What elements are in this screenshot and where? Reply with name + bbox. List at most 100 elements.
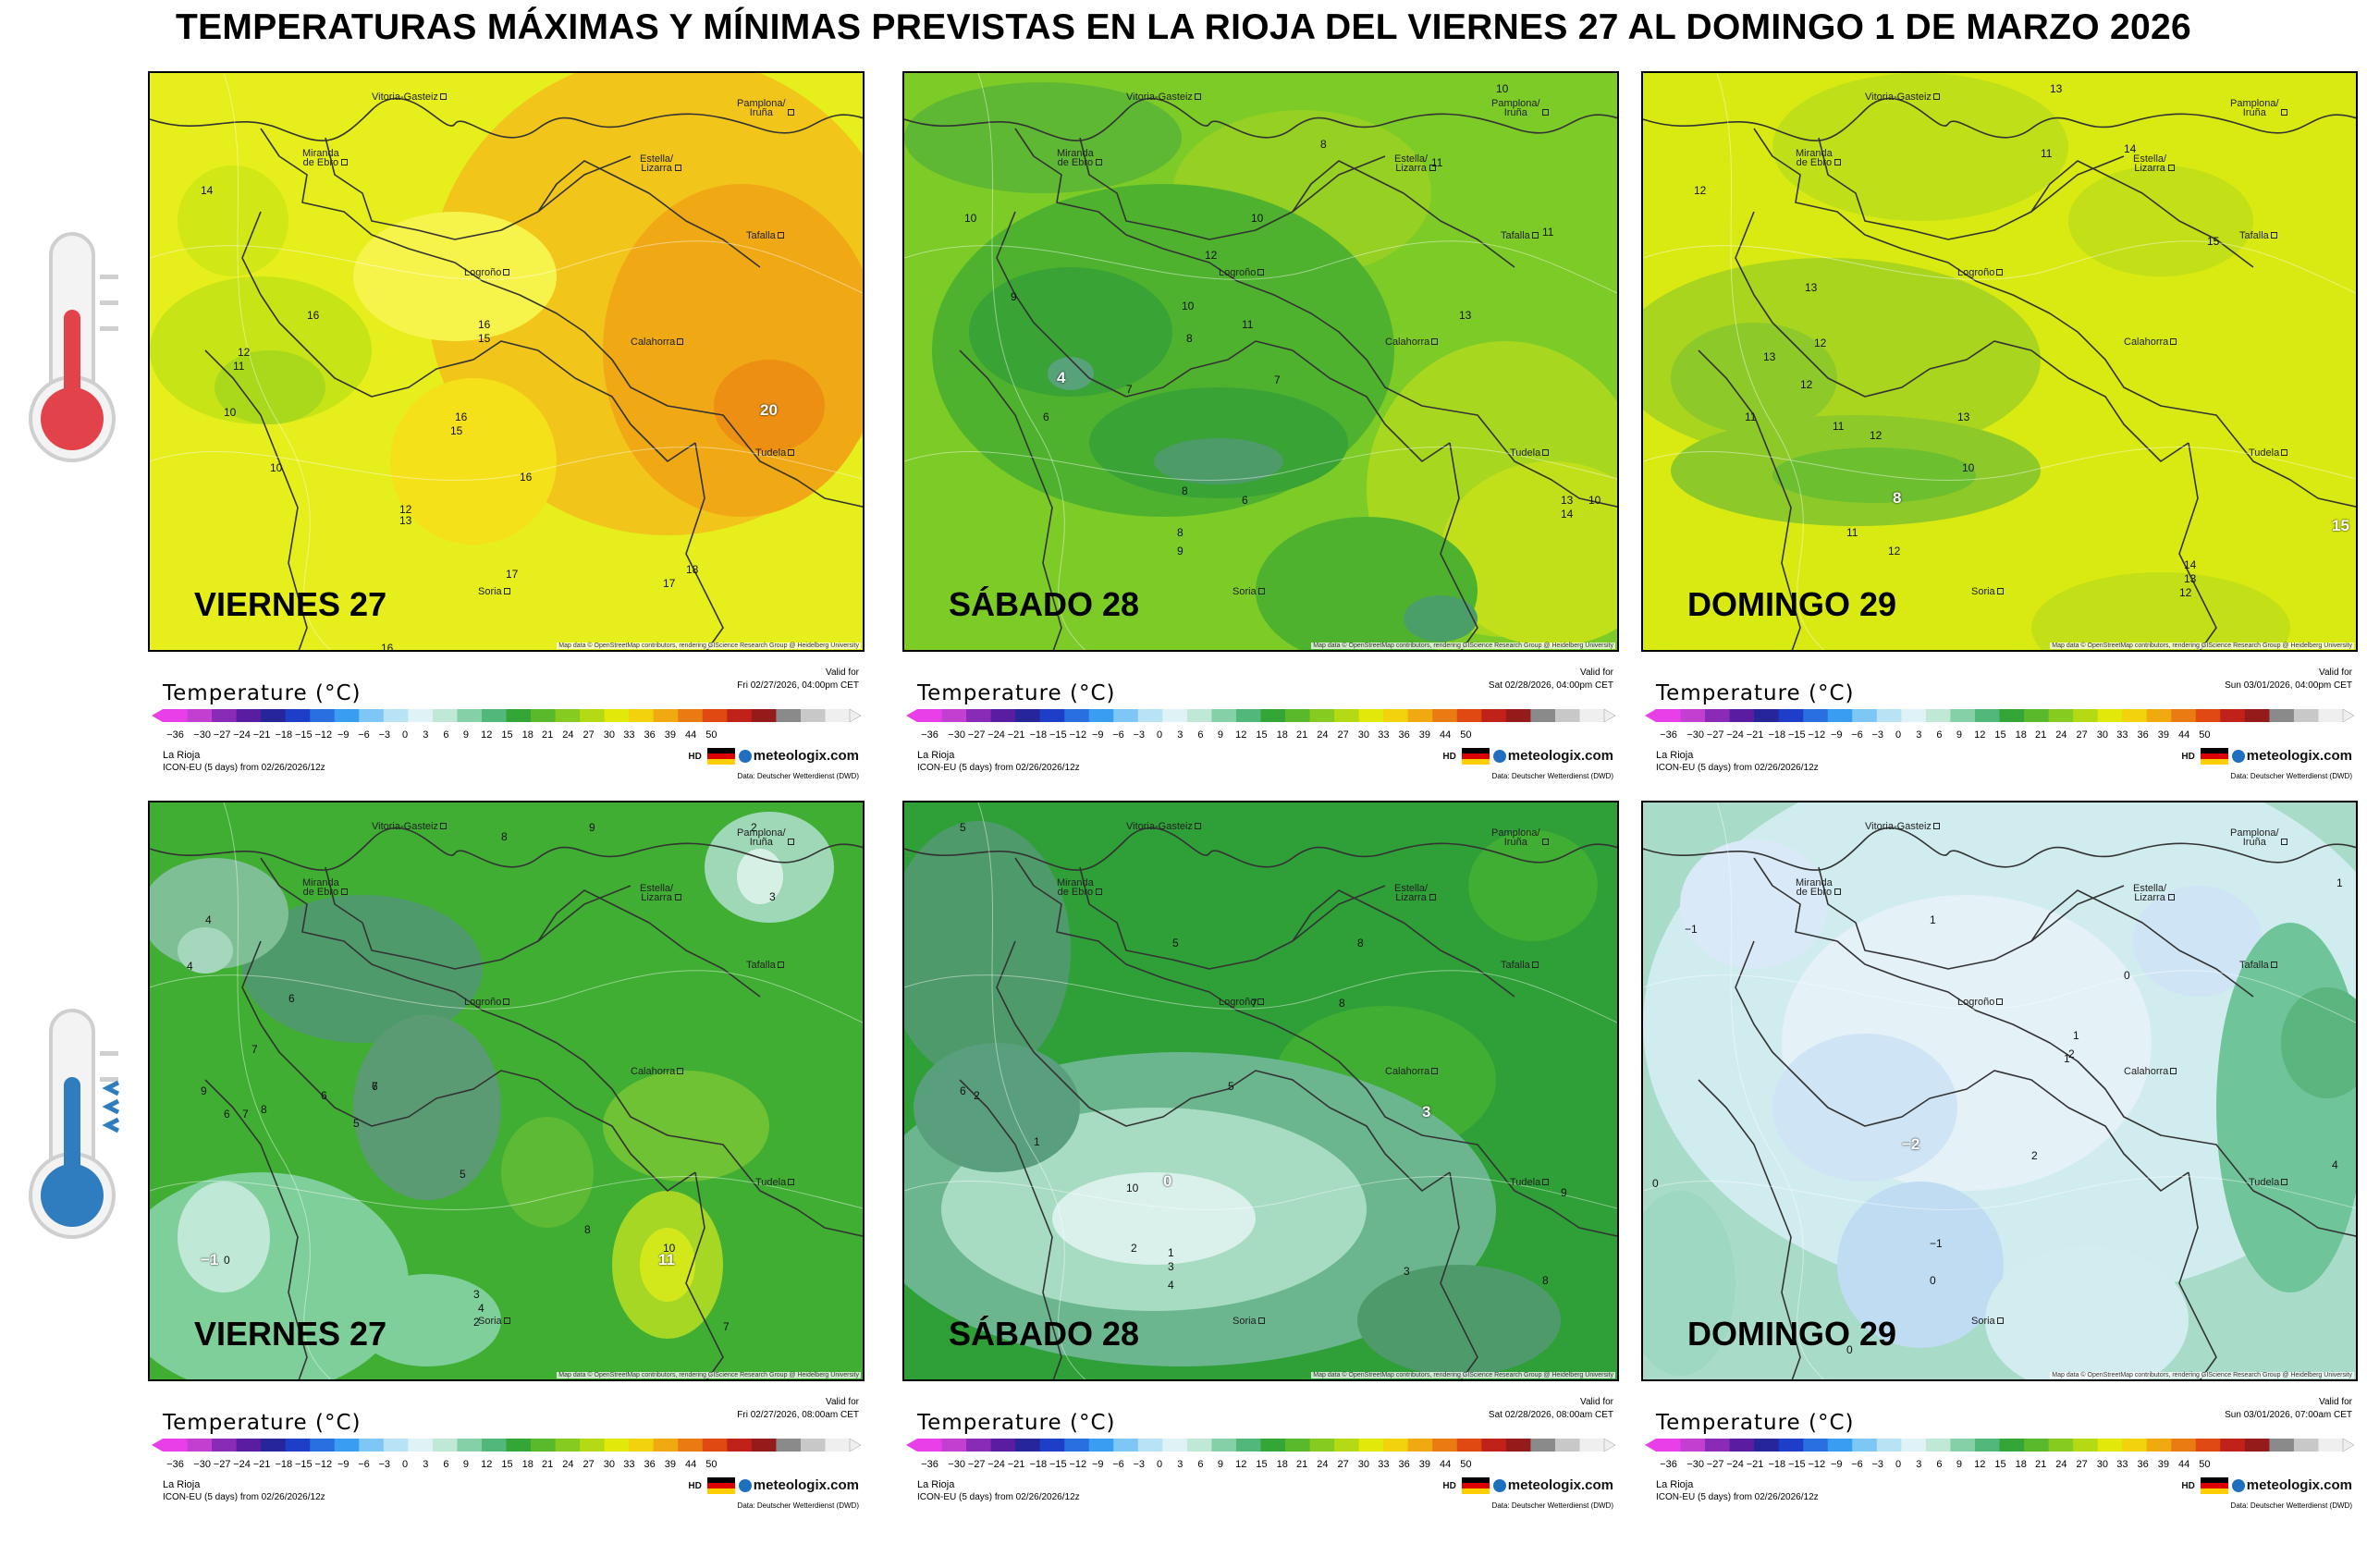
city-name: Tudela	[2249, 447, 2280, 459]
colorbar-tick: −30	[1686, 1459, 1704, 1470]
colorbar-ticks: −36 −30 −27 −24 −21 −18 −15 −12 −9 −6 −3 0 3 6 9 12 15 18…	[906, 1459, 1615, 1472]
temperature-value: 14	[2124, 142, 2137, 155]
meteologix-logo: HD meteologix.com	[1442, 1477, 1613, 1495]
temperature-value: 1	[1168, 1246, 1174, 1259]
meteologix-logo: HD meteologix.com	[2181, 748, 2352, 766]
colorbar-tick: 33	[2116, 1459, 2128, 1470]
colorbar-tick: 30	[2096, 1459, 2109, 1470]
map-background	[1643, 73, 2356, 650]
city-label-estella: Estella/ Lizarra	[640, 153, 682, 174]
city-marker	[439, 93, 447, 100]
valid-time: Valid for Sat 02/28/2026, 04:00pm CET	[1489, 667, 1613, 692]
colorbar-tick: −18	[1768, 1459, 1786, 1470]
city-name: Estella/ Lizarra	[640, 153, 674, 174]
city-name: Soria	[1233, 586, 1257, 597]
colorbar-tick: 27	[1337, 1459, 1349, 1470]
temperature-value: 12	[2179, 586, 2192, 599]
temperature-value: 11	[233, 360, 245, 373]
city-marker	[2281, 1179, 2288, 1185]
thermometer-hot-icon	[26, 227, 137, 476]
city-name: Vitoria-Gasteiz	[1865, 821, 1932, 832]
city-marker	[1431, 1068, 1439, 1074]
temperature-value: 10	[663, 1242, 676, 1255]
temperature-value: 1	[2064, 1052, 2070, 1065]
city-marker	[1834, 888, 1841, 895]
data-source: Data: Deutscher Wetterdienst (DWD)	[737, 1501, 859, 1510]
temperature-value: 16	[381, 642, 394, 652]
colorbar-tick: 39	[2157, 729, 2169, 741]
colorbar-tick: 30	[1357, 729, 1370, 741]
temperature-map: Vitoria-Gasteiz Pamplona/ Iruña Miranda de…	[148, 71, 865, 652]
city-marker	[1194, 93, 1201, 100]
colorbar-tick: −6	[1112, 1459, 1124, 1470]
map-attribution: Map data © OpenStreetMap contributors, r…	[557, 643, 861, 649]
valid-time: Valid for Fri 02/27/2026, 04:00pm CET	[737, 667, 859, 692]
colorbar-tick: −36	[166, 1459, 184, 1470]
globe-icon	[1492, 750, 1506, 764]
valid-for-label: Valid for	[826, 668, 859, 678]
colorbar-tick: 33	[623, 1459, 635, 1470]
colorbar-tick: 50	[2199, 1459, 2211, 1470]
temperature-value: 8	[1182, 484, 1188, 497]
city-label-tafalla: Tafalla	[2239, 230, 2277, 241]
temperature-value: 16	[520, 471, 533, 484]
region-label: La Rioja	[917, 1479, 955, 1490]
city-name: Tudela	[755, 447, 787, 459]
temperature-value: 9	[1561, 1186, 1567, 1199]
hd-zoom-icon: HD	[1442, 751, 1456, 762]
city-marker	[1095, 888, 1102, 895]
colorbar-tick: 39	[664, 1459, 676, 1470]
temperature-value: 0	[1846, 1343, 1853, 1356]
forecast-panel: Vitoria-Gasteiz Pamplona/ Iruña Miranda de…	[1641, 801, 2358, 1531]
data-source: Data: Deutscher Wetterdienst (DWD)	[737, 772, 859, 780]
city-marker	[777, 232, 784, 239]
colorbar-tick: 0	[1895, 729, 1902, 741]
city-name: Vitoria-Gasteiz	[372, 92, 438, 103]
city-marker	[1095, 159, 1102, 165]
region-label: La Rioja	[1656, 1479, 1694, 1490]
temperature-value: 7	[1126, 383, 1133, 396]
temperature-value: 10	[1182, 300, 1195, 312]
temperature-value: 9	[1011, 290, 1017, 303]
city-marker	[503, 998, 510, 1005]
colorbar-tick: 27	[1337, 729, 1349, 741]
city-marker	[788, 1179, 795, 1185]
city-label-tudela: Tudela	[755, 1177, 795, 1188]
colorbar-ticks: −36 −30 −27 −24 −21 −18 −15 −12 −9 −6 −3 0 3 6 9 12 15 18…	[906, 729, 1615, 742]
legend: Temperature (°C) Valid for Fri 02/27/2026,…	[148, 1387, 865, 1525]
city-label-calahorra: Calahorra	[631, 337, 684, 348]
colorbar-tick: 15	[501, 729, 513, 741]
colorbar-tick: 15	[1994, 729, 2006, 741]
city-label-vitoria: Vitoria-Gasteiz	[372, 92, 447, 103]
colorbar-tick: 9	[1956, 1459, 1963, 1470]
city-name: Soria	[1971, 1316, 1995, 1327]
city-name: Miranda de Ebro	[1796, 877, 1833, 898]
colorbar-tick: −30	[193, 729, 211, 741]
city-marker	[1542, 449, 1550, 456]
city-label-miranda: Miranda de Ebro	[1796, 878, 1841, 898]
temperature-value: 6	[1043, 410, 1049, 423]
colorbar-tick: −3	[1871, 1459, 1884, 1470]
map-attribution: Map data © OpenStreetMap contributors, r…	[2050, 1372, 2354, 1378]
city-marker	[2170, 1068, 2177, 1074]
temperature-value: −1	[201, 1251, 219, 1268]
city-name: Miranda de Ebro	[1057, 148, 1094, 168]
temperature-value: 1	[2336, 876, 2343, 889]
colorbar-tick: −9	[1092, 729, 1104, 741]
colorbar-tick: −12	[314, 1459, 333, 1470]
temperature-value: 2	[2068, 1047, 2075, 1060]
legend-title: Temperature (°C)	[1656, 1411, 1855, 1435]
colorbar-ticks: −36 −30 −27 −24 −21 −18 −15 −12 −9 −6 −3 0 3 6 9 12 15 18…	[152, 729, 861, 742]
temperature-value: 10	[1962, 461, 1975, 474]
city-marker	[1257, 588, 1265, 594]
temperature-value: 4	[478, 1302, 484, 1315]
colorbar-tick: 6	[1936, 1459, 1943, 1470]
temperature-value: 15	[478, 332, 491, 345]
temperature-value: 6	[288, 992, 295, 1005]
colorbar-tick: −24	[233, 1459, 251, 1470]
colorbar-tick: 0	[1156, 729, 1163, 741]
colorbar-tick: 24	[1317, 1459, 1329, 1470]
city-label-miranda: Miranda de Ebro	[302, 149, 348, 168]
colorbar-tick: 9	[462, 729, 470, 741]
colorbar-tick: 50	[705, 1459, 717, 1470]
